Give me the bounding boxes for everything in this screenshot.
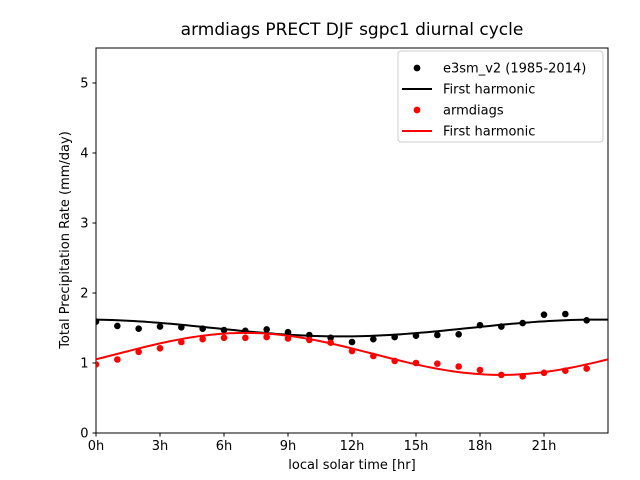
y-tick-label: 2 bbox=[80, 287, 88, 302]
legend-dot-marker-icon bbox=[413, 64, 421, 72]
harmonic-curve bbox=[96, 318, 608, 338]
y-tick-label: 1 bbox=[80, 357, 88, 372]
data-point bbox=[156, 323, 164, 330]
legend-entry: armdiags bbox=[413, 104, 504, 119]
y-tick-label: 3 bbox=[80, 217, 88, 232]
data-point bbox=[583, 365, 590, 372]
y-axis-label: Total Precipitation Rate (mm/day) bbox=[58, 131, 73, 350]
legend-entry-label: First harmonic bbox=[443, 125, 535, 140]
legend-entry-label: First harmonic bbox=[443, 83, 535, 98]
x-tick-label: 9h bbox=[280, 439, 297, 454]
data-point bbox=[455, 363, 462, 370]
legend: e3sm_v2 (1985-2014) First harmonic armdiag… bbox=[397, 50, 604, 143]
series-black-points bbox=[96, 310, 590, 346]
legend-entry-label: e3sm_v2 (1985-2014) bbox=[443, 62, 586, 77]
data-point bbox=[135, 348, 142, 356]
data-point bbox=[370, 335, 377, 343]
data-point bbox=[114, 322, 121, 330]
data-point bbox=[135, 325, 142, 333]
chart-title: armdiags PRECT DJF sgpc1 diurnal cycle bbox=[181, 20, 524, 40]
data-point bbox=[263, 333, 270, 341]
x-axis-label: local solar time [hr] bbox=[288, 458, 415, 473]
x-tick-label: 12h bbox=[340, 439, 365, 454]
data-point bbox=[242, 334, 249, 342]
data-point bbox=[156, 345, 164, 352]
series-black-harmonic-line bbox=[96, 318, 608, 338]
data-point bbox=[540, 311, 548, 319]
x-tick-label: 6h bbox=[216, 439, 233, 454]
legend-dot-marker-icon bbox=[413, 106, 421, 114]
x-tick-label: 3h bbox=[152, 439, 169, 454]
series-red-harmonic-line bbox=[96, 331, 608, 376]
data-point bbox=[263, 326, 270, 333]
x-tick-label: 21h bbox=[532, 439, 557, 454]
harmonic-curve bbox=[96, 331, 608, 376]
data-point bbox=[562, 310, 569, 318]
legend-box bbox=[397, 50, 604, 143]
y-tick-label: 4 bbox=[80, 147, 88, 162]
y-tick-label: 5 bbox=[80, 77, 88, 92]
data-point bbox=[220, 334, 228, 342]
data-point bbox=[96, 361, 100, 368]
plot-area: 0h 3h 6h 9h 12h 15h 18h 21h 0 1 2 3 4 5 bbox=[80, 47, 609, 454]
legend-entry: e3sm_v2 (1985-2014) bbox=[413, 62, 586, 77]
legend-entry: First harmonic bbox=[402, 83, 535, 98]
legend-entry: First harmonic bbox=[402, 125, 535, 140]
data-point bbox=[455, 331, 462, 338]
data-point bbox=[434, 331, 441, 339]
series-red-points bbox=[96, 333, 590, 380]
legend-entry-label: armdiags bbox=[443, 104, 504, 119]
y-tick-label: 0 bbox=[80, 427, 88, 442]
x-tick-label: 0h bbox=[88, 439, 105, 454]
data-point bbox=[476, 366, 484, 374]
x-tick-label: 18h bbox=[468, 439, 493, 454]
data-point bbox=[434, 360, 441, 368]
data-point bbox=[348, 338, 356, 346]
data-point bbox=[199, 335, 206, 343]
data-point bbox=[114, 356, 121, 363]
x-tick-label: 15h bbox=[404, 439, 429, 454]
